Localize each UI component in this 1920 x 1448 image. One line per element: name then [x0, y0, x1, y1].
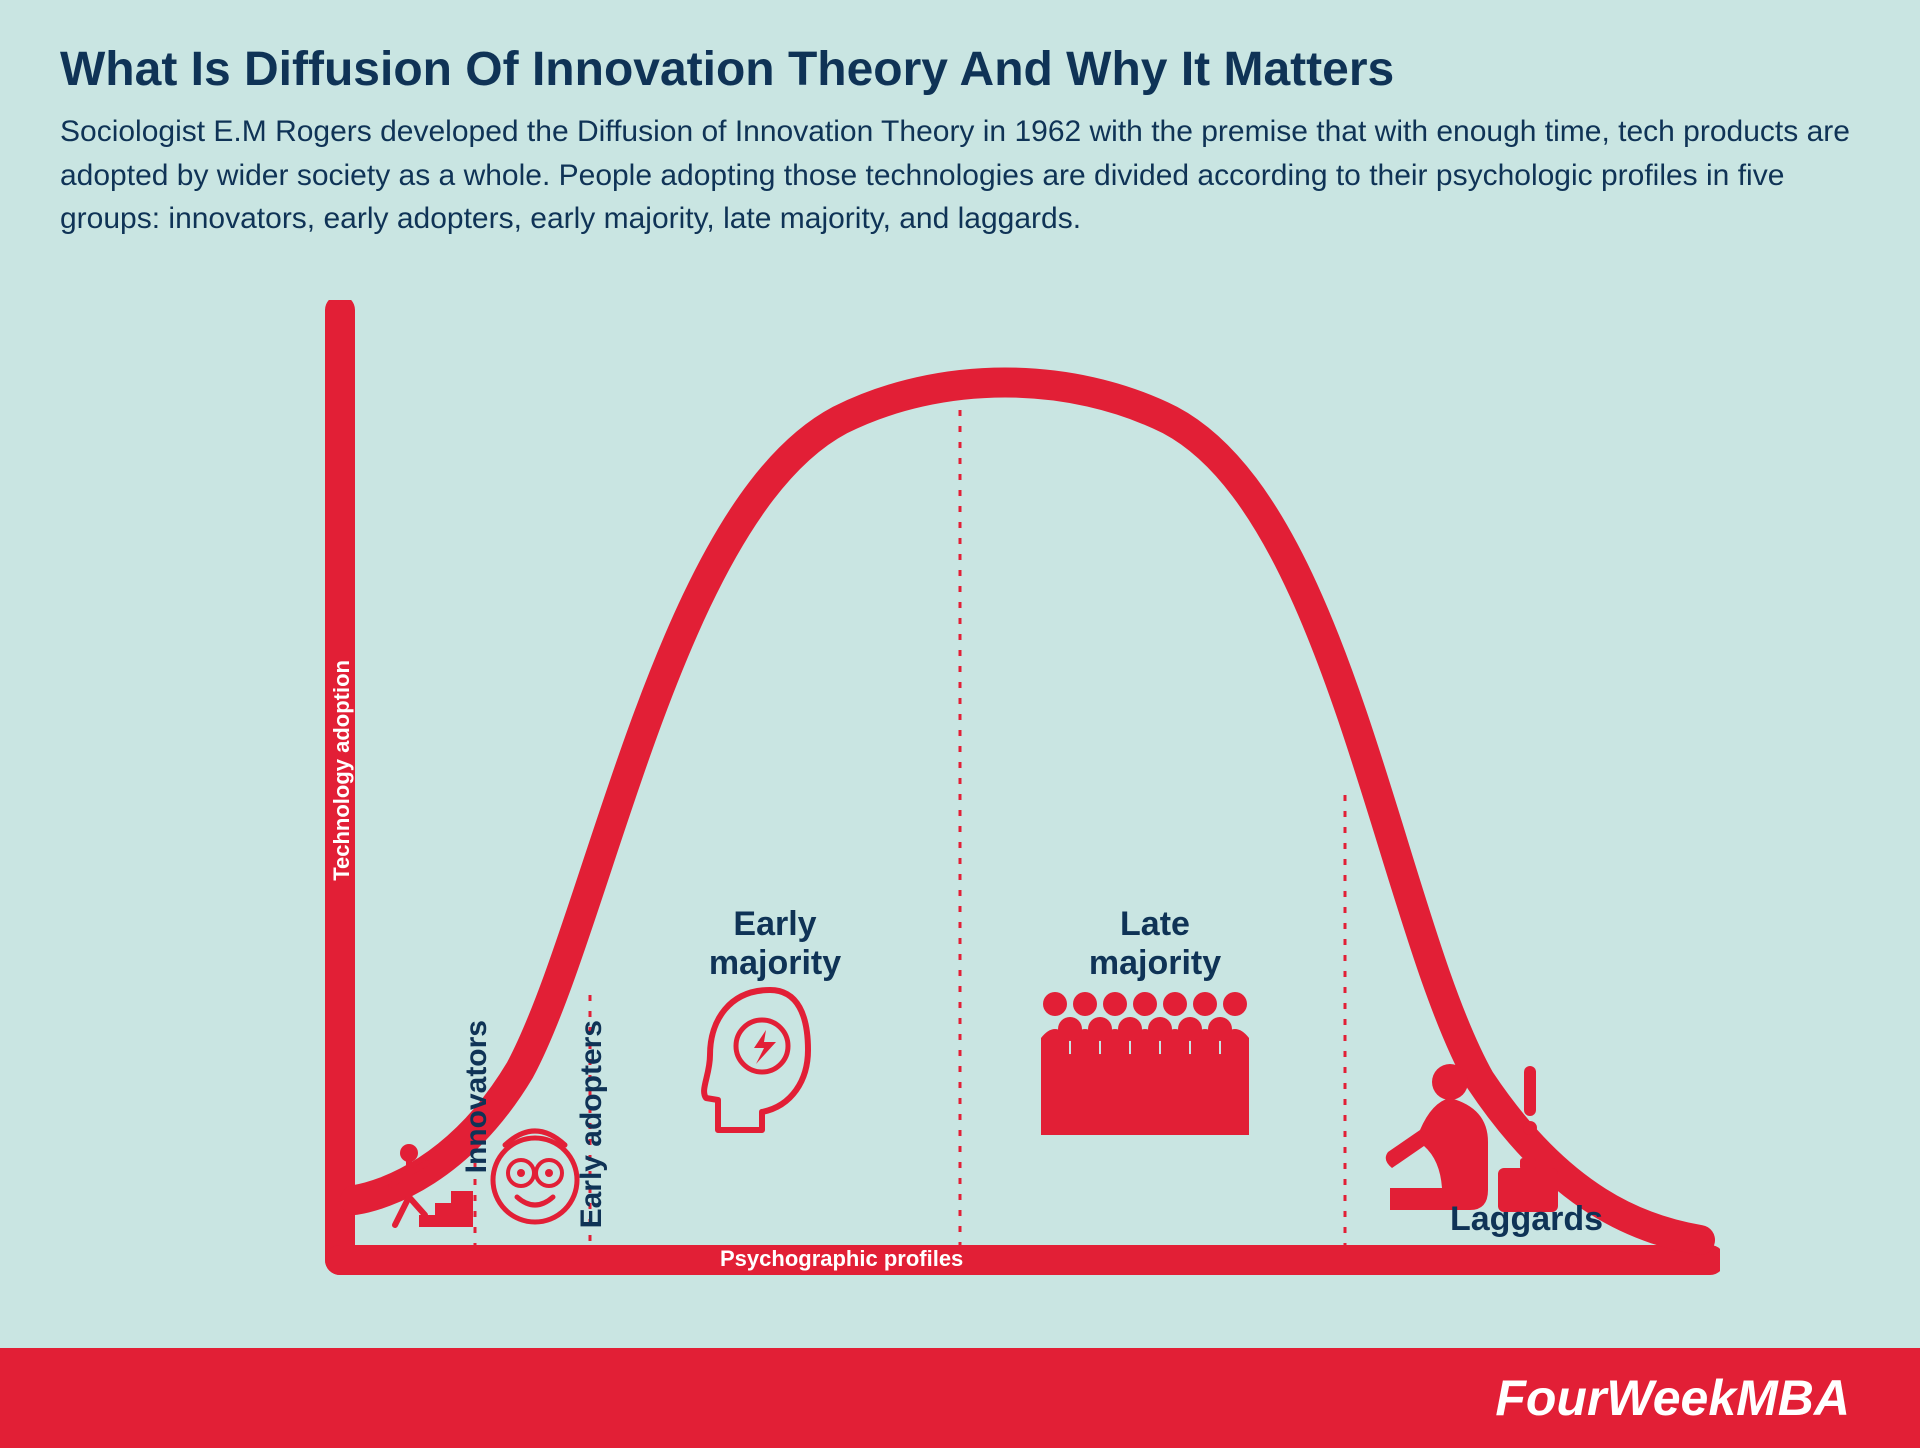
page-subtitle: Sociologist E.M Rogers developed the Dif…	[60, 110, 1860, 241]
label-early-majority: Earlymajority	[709, 905, 841, 983]
label-laggards: Laggards	[1450, 1200, 1603, 1239]
x-axis-label: Psychographic profiles	[720, 1246, 963, 1272]
chart-svg	[300, 300, 1720, 1300]
label-innovators: Innovators	[460, 1020, 494, 1173]
footer-bar: FourWeekMBA	[0, 1348, 1920, 1448]
label-early-adopters: Early adopters	[575, 1020, 609, 1228]
infographic-canvas: What Is Diffusion Of Innovation Theory A…	[0, 0, 1920, 1448]
y-axis-label: Technology adoption	[329, 660, 355, 881]
footer-brand: FourWeekMBA	[1495, 1369, 1850, 1427]
page-title: What Is Diffusion Of Innovation Theory A…	[60, 44, 1394, 97]
label-late-majority: Latemajority	[1089, 905, 1221, 983]
bell-curve-chart: Technology adoption Psychographic profil…	[300, 300, 1720, 1300]
